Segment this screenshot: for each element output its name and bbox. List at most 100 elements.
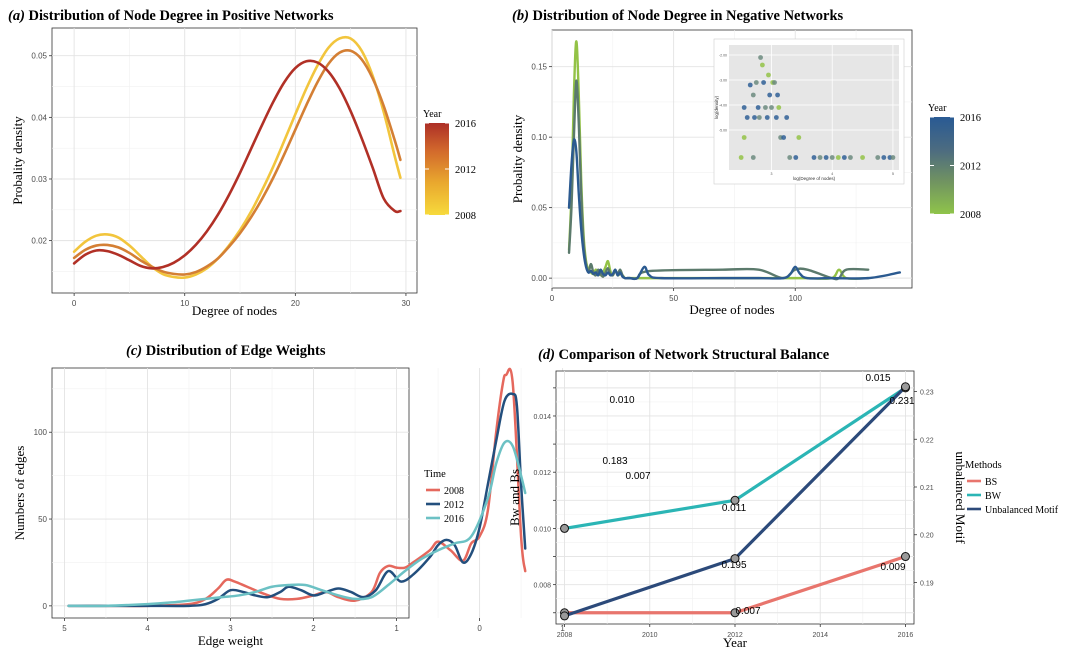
inset-point-2016 bbox=[773, 115, 779, 120]
panel-a-series-line-2008 bbox=[72, 35, 402, 280]
inset-y-tick-label: -2.00 bbox=[719, 54, 727, 58]
inset-point-2008 bbox=[741, 135, 747, 140]
panel-b-legend-label-2012: 2012 bbox=[960, 162, 981, 173]
panel-d-marker-BS bbox=[730, 608, 740, 618]
panel-b-x-tick-label: 0 bbox=[550, 294, 555, 303]
inset-point-2012 bbox=[829, 155, 835, 160]
panel-c-y-axis-label: Numbers of edges bbox=[12, 446, 27, 541]
panel-c-x-tick-label: 1 bbox=[394, 624, 399, 633]
panel-d-annotation: 0.009 bbox=[880, 562, 905, 573]
panel-a-x-tick-label: 0 bbox=[72, 299, 77, 308]
inset-point-2016 bbox=[747, 82, 753, 88]
panel-a-title-text: Distribution of Node Degree in Positive … bbox=[28, 8, 334, 24]
panel-b-title: (b) Distribution of Node Degree in Negat… bbox=[512, 8, 843, 25]
inset-x-tick-label: 5 bbox=[892, 172, 894, 176]
panel-c-title: (c) Distribution of Edge Weights bbox=[126, 343, 326, 360]
panel-a-legend-label-2016: 2016 bbox=[455, 119, 476, 130]
panel-d-y-axis-label: Bw and Bs bbox=[507, 469, 522, 526]
panel-d-annotation: 0.010 bbox=[609, 395, 634, 406]
panel-d-marker-Unbalanced Motif bbox=[560, 611, 570, 621]
panel-a-x-tick-label: 10 bbox=[180, 299, 189, 308]
inset-point-2016 bbox=[841, 155, 847, 160]
panel-d-annotation: 0.183 bbox=[602, 456, 627, 467]
panel-c-series-line-2016 bbox=[67, 439, 527, 608]
panel-b-title-text: Distribution of Node Degree in Negative … bbox=[532, 8, 844, 24]
inset-point-2008 bbox=[759, 62, 765, 68]
panel-c-legend-label-2016: 2016 bbox=[444, 514, 464, 525]
panel-d-legend-label-BW: BW bbox=[985, 491, 1002, 502]
panel-b-x-axis-label: Degree of nodes bbox=[689, 302, 774, 317]
inset-point-2016 bbox=[752, 115, 757, 120]
inset-x-axis-label: log(Degree of nodes) bbox=[793, 176, 836, 181]
panel-c-legend-label-2012: 2012 bbox=[444, 500, 464, 511]
panel-c-x-tick-label: 3 bbox=[228, 624, 233, 633]
panel-d-y2-tick-label: 0.23 bbox=[920, 390, 934, 397]
panel-d-x-tick-label: 2012 bbox=[727, 632, 743, 639]
inset-point-2012 bbox=[890, 155, 896, 160]
inset-point-2012 bbox=[875, 155, 881, 160]
inset-point-2016 bbox=[784, 115, 790, 120]
panel-a-legend-label-2008: 2008 bbox=[455, 211, 476, 222]
inset-point-2016 bbox=[755, 105, 761, 110]
panel-c-x-tick-label: 0 bbox=[477, 624, 482, 633]
panel-c-x-axis-label: Edge weight bbox=[198, 633, 264, 648]
inset-y-tick-label: -5.00 bbox=[719, 129, 727, 133]
inset-point-2016 bbox=[823, 155, 829, 160]
inset-y-axis-label: log(density) bbox=[714, 95, 719, 119]
panel-c-x-tick-label: 2 bbox=[311, 624, 316, 633]
panel-a-series-line-2012 bbox=[72, 49, 402, 276]
panel-d-y2-tick-label: 0.20 bbox=[920, 533, 934, 540]
panel-d-legend-title: Methods bbox=[965, 460, 1002, 471]
panel-d-annotation: 0.015 bbox=[865, 373, 890, 384]
inset-point-2012 bbox=[750, 92, 756, 98]
inset-point-2016 bbox=[811, 155, 817, 160]
inset-point-2008 bbox=[738, 155, 744, 160]
panel-b-x-tick-label: 100 bbox=[789, 294, 803, 303]
inset-point-2012 bbox=[769, 105, 774, 110]
panel-a-x-tick-label: 20 bbox=[291, 299, 300, 308]
panel-b-y-tick-label: 0.10 bbox=[531, 133, 547, 142]
inset-point-2012 bbox=[817, 155, 823, 160]
panel-c-series-line-2012 bbox=[67, 392, 527, 608]
panel-d-title: (d) Comparison of Network Structural Bal… bbox=[538, 347, 829, 364]
panel-d-annotation: 0.011 bbox=[722, 503, 747, 514]
panel-a-x-tick-label: 30 bbox=[401, 299, 410, 308]
panel-c-y-tick-label: 0 bbox=[43, 602, 48, 611]
panel-d-legend-label-BS: BS bbox=[985, 477, 997, 488]
inset-point-2016 bbox=[741, 105, 747, 110]
inset-point-2016 bbox=[775, 92, 780, 98]
inset-point-2008 bbox=[860, 155, 865, 160]
panel-c-x-tick-label: 1 bbox=[560, 624, 565, 633]
panel-d-marker-BS bbox=[900, 552, 910, 562]
panel-b-y-tick-label: 0.00 bbox=[531, 274, 547, 283]
inset-point-2016 bbox=[767, 92, 773, 98]
inset-point-2012 bbox=[753, 80, 759, 85]
panel-c-legend-label-2008: 2008 bbox=[444, 486, 464, 497]
inset-point-2008 bbox=[796, 135, 802, 140]
panel-a-tag: (a) bbox=[8, 8, 25, 24]
panel-b-legend-label-2008: 2008 bbox=[960, 210, 981, 221]
panel-d-marker-Unbalanced Motif bbox=[730, 554, 740, 564]
panel-b-series-line-2016 bbox=[567, 138, 902, 281]
panel-a-title: (a) Distribution of Node Degree in Posit… bbox=[8, 8, 334, 25]
inset-point-2008 bbox=[766, 72, 771, 78]
panel-b-y-axis-label: Probality density bbox=[510, 114, 525, 203]
inset-point-2016 bbox=[744, 115, 750, 120]
panel-d-title-text: Comparison of Network Structural Balance bbox=[558, 347, 830, 363]
panel-c-x-tick-label: 5 bbox=[62, 624, 67, 633]
inset-point-2012 bbox=[772, 80, 777, 85]
inset-x-tick-label: 4 bbox=[831, 172, 833, 176]
inset-point-2012 bbox=[763, 105, 768, 110]
panel-d-x-tick-label: 2010 bbox=[642, 632, 658, 639]
inset-point-2012 bbox=[758, 55, 763, 60]
panel-a-plot-area bbox=[51, 27, 418, 294]
panel-a-y-tick-label: 0.04 bbox=[31, 113, 47, 122]
panel-d-annotation: 0.007 bbox=[625, 471, 650, 482]
panel-d-marker-BW bbox=[730, 495, 740, 505]
panel-d-legend-label-Unbalanced Motif: Unbalanced Motif bbox=[985, 505, 1059, 516]
inset-plot-area bbox=[729, 45, 899, 170]
panel-b-tag: (b) bbox=[512, 8, 529, 24]
panel-c-x-tick-label: 4 bbox=[145, 624, 150, 633]
panel-d-annotation: 0.007 bbox=[735, 606, 760, 617]
